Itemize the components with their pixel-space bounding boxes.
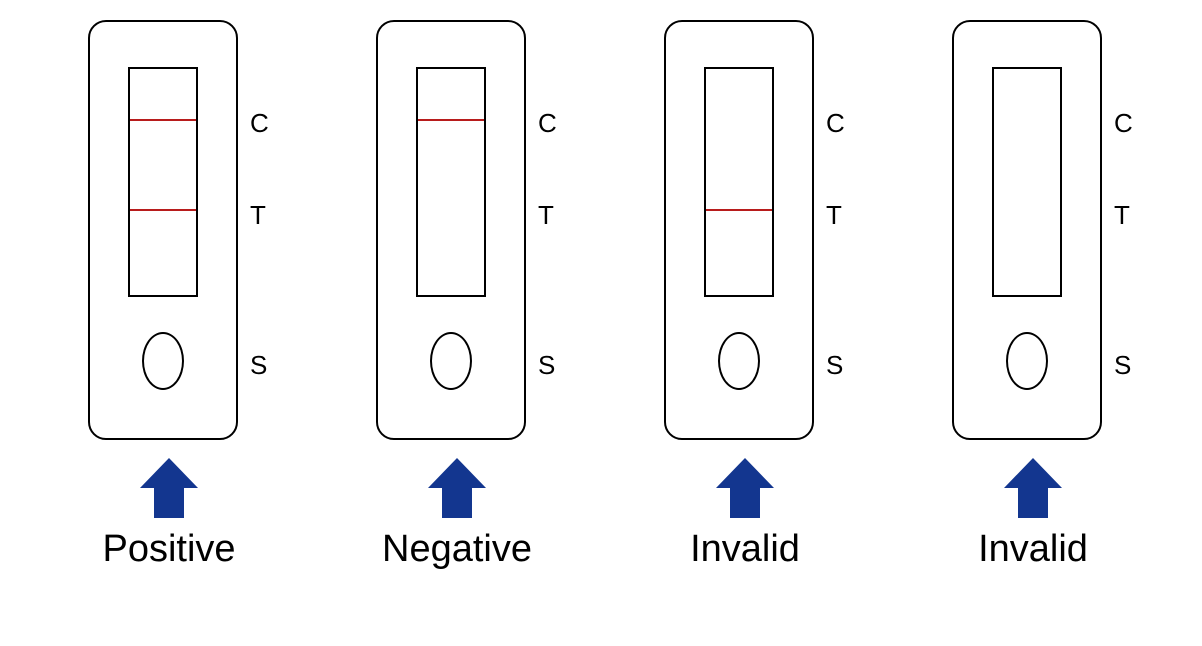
- result-window: [704, 67, 774, 297]
- label-s: S: [1114, 350, 1131, 381]
- sample-well: [430, 332, 472, 390]
- sample-well: [718, 332, 760, 390]
- result-label: Negative: [382, 528, 532, 571]
- cassette-row: CTS: [88, 20, 250, 440]
- label-s: S: [538, 350, 555, 381]
- cassette-group: CTS Positive: [88, 20, 250, 571]
- label-c: C: [1114, 108, 1133, 139]
- result-label: Positive: [102, 528, 235, 571]
- cassette-group: CTS Invalid: [664, 20, 826, 571]
- result-label: Invalid: [978, 528, 1088, 571]
- arrow-up-icon: [1004, 458, 1062, 518]
- sample-well: [142, 332, 184, 390]
- test-cassette: [664, 20, 814, 440]
- arrow-up-icon: [140, 458, 198, 518]
- diagram-container: CTSPositiveCTSNegativeCTSInvalidCTSInval…: [0, 0, 1202, 571]
- result-label: Invalid: [690, 528, 800, 571]
- cassette-row: CTS: [952, 20, 1114, 440]
- cassette-row: CTS: [376, 20, 538, 440]
- test-line: [130, 209, 196, 211]
- test-cassette: [952, 20, 1102, 440]
- label-c: C: [538, 108, 557, 139]
- label-t: T: [250, 200, 266, 231]
- result-window: [992, 67, 1062, 297]
- cassette-row: CTS: [664, 20, 826, 440]
- label-s: S: [250, 350, 267, 381]
- result-window: [128, 67, 198, 297]
- test-line: [706, 209, 772, 211]
- test-cassette: [88, 20, 238, 440]
- sample-well: [1006, 332, 1048, 390]
- cassette-group: CTS Invalid: [952, 20, 1114, 571]
- cassette-group: CTS Negative: [376, 20, 538, 571]
- arrow-up-icon: [716, 458, 774, 518]
- label-s: S: [826, 350, 843, 381]
- label-t: T: [1114, 200, 1130, 231]
- result-window: [416, 67, 486, 297]
- test-cassette: [376, 20, 526, 440]
- label-c: C: [826, 108, 845, 139]
- control-line: [130, 119, 196, 121]
- control-line: [418, 119, 484, 121]
- label-c: C: [250, 108, 269, 139]
- arrow-up-icon: [428, 458, 486, 518]
- label-t: T: [538, 200, 554, 231]
- label-t: T: [826, 200, 842, 231]
